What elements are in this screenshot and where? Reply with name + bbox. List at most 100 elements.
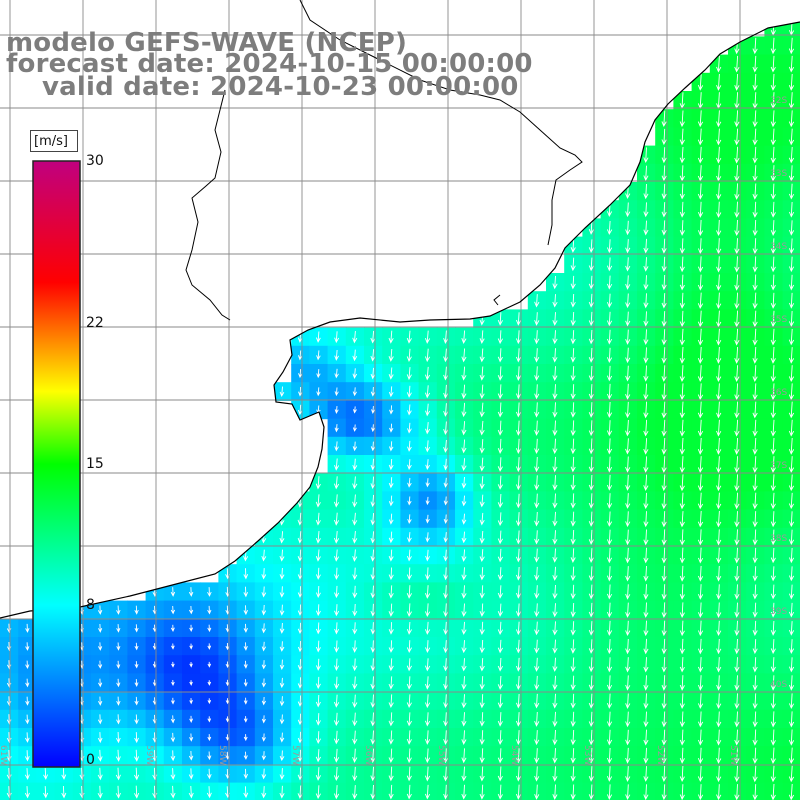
wind-arrow (788, 584, 795, 600)
wind-arrow (606, 493, 613, 509)
wind-arrow (425, 532, 430, 543)
wind-arrow (515, 330, 522, 345)
wind-arrow (461, 603, 467, 617)
wind-arrow (534, 294, 540, 308)
wind-arrow (406, 748, 412, 764)
wind-arrow (679, 437, 685, 455)
wind-arrow (770, 365, 776, 383)
wind-arrow (679, 292, 685, 309)
wind-arrow (697, 510, 704, 528)
wind-arrow (643, 257, 649, 272)
wind-arrow (752, 73, 758, 91)
wind-arrow (552, 566, 558, 581)
wind-arrow (316, 350, 321, 361)
wind-arrow (770, 474, 776, 492)
wind-arrow (697, 292, 704, 310)
wind-arrow (679, 693, 685, 710)
wind-arrow (752, 639, 758, 655)
wind-arrow (479, 694, 485, 709)
wind-arrow (734, 693, 740, 710)
wind-arrow (661, 511, 667, 528)
wind-arrow (752, 256, 758, 273)
wind-arrow (406, 784, 412, 800)
wind-arrow (25, 623, 30, 633)
wind-arrow (43, 768, 49, 780)
wind-arrow (661, 183, 667, 200)
wind-arrow (770, 693, 776, 710)
wind-arrow (752, 711, 758, 728)
wind-arrow (788, 55, 795, 73)
wind-arrow (479, 603, 485, 617)
wind-arrow (588, 766, 594, 782)
wind-arrow (443, 330, 449, 344)
wind-arrow (388, 622, 394, 635)
wind-arrow (679, 492, 685, 510)
wind-arrow (716, 183, 722, 200)
wind-arrow (552, 603, 558, 618)
wind-arrow (25, 678, 30, 688)
wind-arrow (497, 475, 503, 490)
wind-arrow (588, 474, 594, 491)
wind-arrow (788, 547, 795, 564)
wind-arrow (333, 512, 340, 526)
wind-arrow (25, 750, 30, 762)
wind-arrow (606, 511, 613, 527)
wind-arrow (697, 219, 704, 237)
colorbar-tick-0: 0 (86, 752, 95, 768)
wind-arrow (207, 768, 212, 780)
wind-arrow (352, 406, 357, 414)
wind-arrow (479, 748, 485, 764)
wind-arrow (734, 511, 740, 528)
wind-arrow (716, 383, 722, 401)
wind-arrow (734, 383, 740, 401)
wind-arrow (552, 693, 558, 709)
wind-arrow (243, 786, 249, 799)
wind-arrow (588, 365, 594, 382)
wind-arrow (752, 437, 758, 455)
wind-arrow (170, 732, 176, 743)
wind-arrow (333, 494, 340, 508)
wind-arrow (679, 620, 685, 637)
wind-arrow (697, 110, 704, 128)
wind-arrow (424, 621, 431, 635)
wind-arrow (552, 784, 558, 800)
wind-arrow (716, 620, 722, 637)
land-mask (0, 0, 800, 618)
wind-arrow (716, 729, 722, 746)
wind-arrow (661, 565, 667, 582)
wind-arrow (643, 347, 649, 364)
wind-arrow (388, 766, 394, 782)
lon-label: 58W (217, 745, 227, 765)
wind-arrow (570, 275, 576, 290)
wind-arrow (406, 603, 412, 618)
wind-arrow (788, 747, 795, 765)
wind-arrow (461, 621, 467, 635)
wind-arrow (588, 566, 594, 582)
wind-arrow (461, 531, 467, 544)
wind-arrow (697, 346, 704, 364)
wind-arrow (334, 349, 339, 361)
wind-arrow (116, 660, 121, 669)
wind-arrow (443, 439, 449, 453)
wind-arrow (261, 660, 266, 670)
wind-arrow (734, 784, 740, 800)
wind-arrow (770, 146, 776, 164)
lat-label: 40S (770, 680, 787, 690)
wind-arrow (788, 401, 795, 419)
wind-arrow (770, 220, 776, 236)
wind-arrow (315, 604, 321, 617)
latitude-labels: 32S 33S 34S 35S 36S 37S 38S 39S 40S (770, 96, 787, 690)
wind-arrow (425, 549, 430, 562)
wind-arrow (606, 293, 613, 308)
wind-arrow (116, 731, 121, 744)
wind-arrow (606, 657, 613, 673)
wind-arrow (407, 440, 412, 452)
wind-arrow (388, 531, 394, 544)
wind-arrow (643, 511, 649, 528)
wind-arrow (716, 584, 722, 600)
wind-arrow (333, 730, 340, 745)
wind-arrow (588, 347, 594, 363)
wind-arrow (788, 183, 795, 200)
wind-arrow (352, 585, 358, 599)
wind-arrow (588, 657, 594, 673)
